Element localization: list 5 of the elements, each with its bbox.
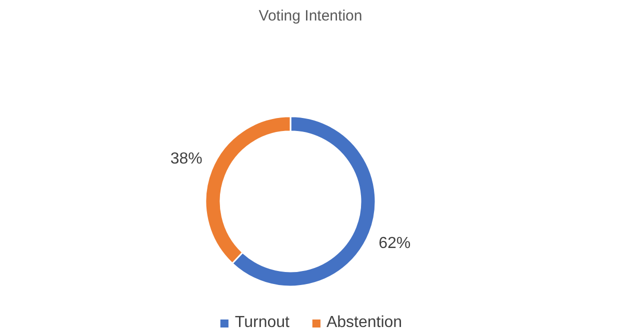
data-label: 62% [378, 235, 411, 252]
chart-title: Voting Intention [258, 8, 362, 24]
legend-label: Abstention [326, 314, 402, 332]
data-label: 38% [170, 150, 202, 168]
legend-label: Turnout [234, 314, 290, 332]
